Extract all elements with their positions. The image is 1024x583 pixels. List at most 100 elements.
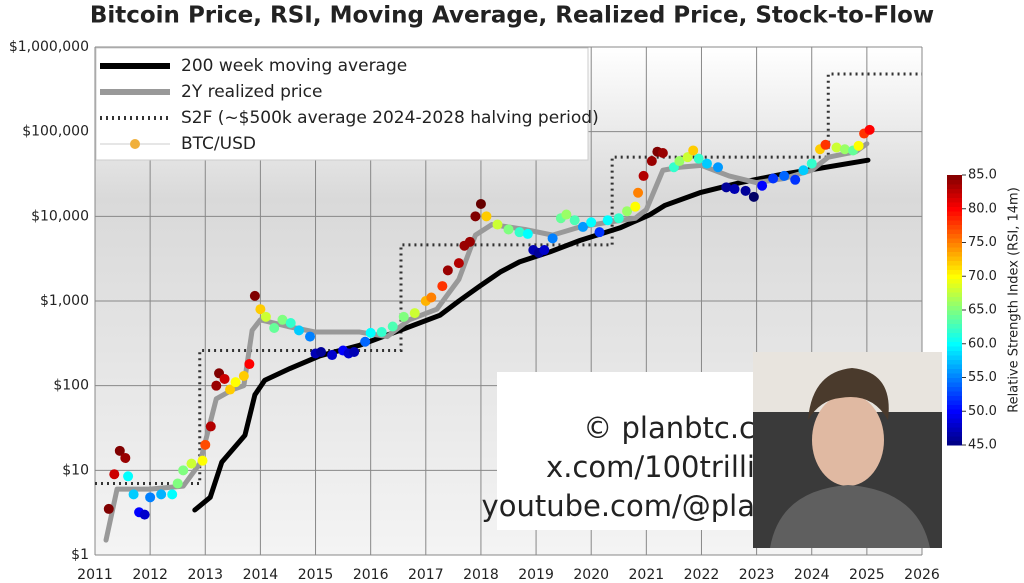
point bbox=[594, 227, 605, 238]
point bbox=[103, 503, 114, 514]
y-tick-label: $100 bbox=[53, 378, 89, 394]
point bbox=[453, 258, 464, 269]
point bbox=[522, 228, 533, 239]
x-tick-label: 2026 bbox=[904, 567, 940, 583]
legend-label: BTC/USD bbox=[181, 134, 256, 154]
colorbar-segment bbox=[947, 211, 962, 216]
colorbar-segment bbox=[947, 292, 962, 297]
colorbar-segment bbox=[947, 242, 962, 248]
point bbox=[178, 465, 189, 476]
x-tick-label: 2013 bbox=[187, 567, 223, 583]
colorbar-segment bbox=[947, 224, 962, 230]
colorbar-segment bbox=[947, 395, 962, 401]
legend-label: 200 week moving average bbox=[181, 56, 407, 76]
point bbox=[327, 350, 338, 361]
watermark-text: © planbtc.c bbox=[583, 411, 755, 445]
watermark-box bbox=[497, 372, 757, 530]
point bbox=[464, 236, 475, 247]
point bbox=[197, 455, 208, 466]
point bbox=[682, 152, 693, 163]
point bbox=[139, 509, 150, 520]
point bbox=[701, 158, 712, 169]
colorbar-label: Relative Strength Index (RSI, 14m) bbox=[1007, 187, 1022, 413]
point bbox=[613, 213, 624, 224]
colorbar-segment bbox=[947, 197, 962, 203]
colorbar-segment bbox=[947, 269, 962, 275]
point bbox=[864, 124, 875, 135]
x-tick-label: 2015 bbox=[298, 567, 334, 583]
point bbox=[646, 156, 657, 167]
point bbox=[409, 308, 420, 319]
x-tick-label: 2017 bbox=[408, 567, 444, 583]
point bbox=[547, 233, 558, 244]
point bbox=[255, 304, 266, 315]
point bbox=[109, 469, 120, 480]
colorbar-segment bbox=[947, 341, 962, 347]
point bbox=[277, 314, 288, 325]
colorbar-segment bbox=[947, 328, 962, 333]
point bbox=[798, 165, 809, 176]
point bbox=[123, 471, 134, 482]
x-tick-label: 2018 bbox=[463, 567, 499, 583]
point bbox=[586, 217, 597, 228]
point bbox=[442, 265, 453, 276]
colorbar-segment bbox=[947, 377, 962, 383]
colorbar-segment bbox=[947, 233, 962, 239]
point bbox=[219, 373, 230, 384]
x-tick-label: 2019 bbox=[518, 567, 554, 583]
colorbar-tick-label: 60.0 bbox=[968, 336, 997, 351]
colorbar-segment bbox=[947, 319, 962, 324]
point bbox=[633, 187, 644, 198]
point bbox=[167, 489, 178, 500]
colorbar-segment bbox=[947, 427, 962, 432]
line bbox=[192, 157, 871, 513]
point bbox=[748, 191, 759, 202]
colorbar-segment bbox=[947, 350, 962, 356]
point bbox=[569, 215, 580, 226]
colorbar-segment bbox=[947, 202, 962, 207]
colorbar-tick-label: 45.0 bbox=[968, 438, 997, 453]
colorbar-segment bbox=[947, 188, 962, 194]
colorbar-segment bbox=[947, 220, 962, 225]
point bbox=[790, 174, 801, 185]
colorbar-segment bbox=[947, 418, 962, 423]
point bbox=[688, 145, 699, 156]
point bbox=[839, 144, 850, 155]
colorbar-tick-label: 55.0 bbox=[968, 370, 997, 385]
point bbox=[853, 140, 864, 151]
y-tick-label: $1 bbox=[71, 547, 89, 563]
point bbox=[293, 325, 304, 336]
colorbar-segment bbox=[947, 278, 962, 284]
colorbar-segment bbox=[947, 265, 962, 270]
point bbox=[713, 162, 724, 173]
legend-label: 2Y realized price bbox=[181, 82, 322, 102]
colorbar-tick-label: 85.0 bbox=[968, 168, 997, 183]
point bbox=[365, 327, 376, 338]
point bbox=[740, 185, 751, 196]
colorbar-segment bbox=[947, 368, 962, 374]
colorbar-segment bbox=[947, 359, 962, 365]
point bbox=[729, 184, 740, 195]
x-tick-label: 2014 bbox=[243, 567, 279, 583]
colorbar-segment bbox=[947, 247, 962, 252]
point bbox=[376, 327, 387, 338]
colorbar-segment bbox=[947, 337, 962, 342]
point bbox=[630, 201, 641, 212]
point bbox=[470, 211, 481, 222]
point bbox=[238, 371, 249, 382]
webcam bbox=[753, 352, 942, 548]
colorbar-segment bbox=[947, 260, 962, 266]
colorbar-segment bbox=[947, 323, 962, 329]
x-tick-label: 2011 bbox=[77, 567, 113, 583]
point bbox=[602, 215, 613, 226]
colorbar-tick-label: 70.0 bbox=[968, 269, 997, 284]
point bbox=[539, 245, 550, 256]
y-tick-label: $100,000 bbox=[22, 124, 89, 140]
colorbar-segment bbox=[947, 413, 962, 419]
point bbox=[387, 321, 398, 332]
colorbar-segment bbox=[947, 251, 962, 257]
point bbox=[186, 458, 197, 469]
x-tick-label: 2012 bbox=[132, 567, 168, 583]
webcam-face bbox=[812, 394, 884, 486]
legend: 200 week moving average 2Y realized price… bbox=[95, 47, 599, 161]
